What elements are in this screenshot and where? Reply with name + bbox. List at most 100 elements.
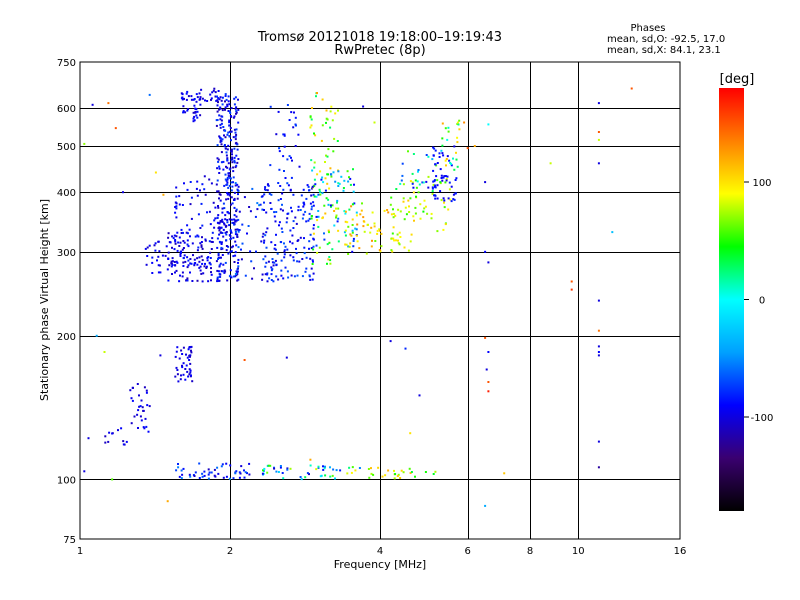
data-point (273, 215, 276, 218)
data-point (349, 177, 352, 180)
data-point (209, 251, 212, 254)
data-point (233, 191, 236, 194)
data-point (289, 254, 292, 257)
data-point (213, 87, 216, 90)
data-point (195, 100, 198, 103)
data-point (249, 250, 252, 253)
data-point (549, 162, 552, 165)
data-point (199, 96, 202, 99)
data-point (356, 240, 359, 243)
data-point (234, 184, 237, 187)
data-point (424, 205, 427, 208)
x-tick-label: 1 (77, 546, 83, 557)
data-point (312, 224, 315, 227)
data-point (244, 471, 247, 474)
data-point (597, 440, 600, 443)
data-point (175, 186, 178, 189)
data-point (334, 180, 337, 183)
data-point (455, 158, 458, 161)
data-point (264, 273, 267, 276)
data-point (324, 189, 327, 192)
data-point (271, 261, 274, 264)
data-point (171, 246, 173, 249)
data-point (137, 427, 139, 429)
data-point (273, 261, 276, 264)
data-point (237, 185, 240, 188)
data-point (348, 466, 351, 469)
data-point (265, 246, 268, 249)
data-point (148, 93, 151, 96)
data-point (200, 272, 203, 275)
data-point (288, 119, 291, 121)
y-tick-label: 75 (63, 535, 76, 546)
data-point (138, 405, 141, 408)
data-point (107, 102, 110, 105)
data-point (278, 221, 281, 224)
data-point (235, 208, 238, 211)
data-point (201, 280, 204, 283)
data-point (399, 210, 402, 213)
data-point (196, 279, 199, 282)
data-point (230, 181, 233, 184)
data-point (310, 217, 313, 220)
data-point (408, 467, 411, 470)
data-point (223, 207, 226, 210)
data-point (170, 260, 173, 263)
data-point (224, 129, 227, 132)
data-point (177, 463, 179, 465)
data-point (234, 107, 237, 110)
data-point (240, 258, 243, 261)
x-tick-label: 2 (227, 546, 233, 557)
data-point (286, 248, 289, 251)
data-point (223, 269, 226, 272)
data-point (171, 257, 174, 260)
data-point (432, 146, 435, 149)
data-point (210, 273, 213, 276)
data-point (423, 207, 426, 210)
data-point (487, 381, 490, 383)
data-point (190, 196, 193, 199)
data-point (122, 191, 124, 194)
data-point (216, 144, 219, 147)
data-point (347, 180, 350, 183)
data-point (597, 466, 600, 469)
data-point (198, 256, 201, 259)
data-point (186, 243, 189, 246)
data-point (224, 95, 227, 97)
data-point (261, 208, 264, 211)
data-point (484, 336, 487, 339)
data-point (222, 263, 225, 266)
data-point (233, 161, 236, 164)
data-point (344, 229, 347, 232)
data-point (435, 175, 438, 178)
data-point (262, 469, 264, 472)
data-point (425, 180, 428, 183)
data-point (174, 264, 177, 267)
data-point (226, 157, 229, 160)
data-point (336, 199, 339, 202)
data-point (313, 195, 316, 198)
data-point (484, 504, 487, 507)
data-point (378, 249, 381, 251)
data-point (228, 212, 231, 215)
data-point (226, 211, 229, 214)
data-point (217, 206, 220, 209)
data-point (570, 280, 573, 283)
data-point (310, 205, 313, 208)
data-point (390, 196, 393, 199)
data-point (305, 256, 308, 259)
data-point (419, 203, 422, 206)
data-point (358, 247, 361, 250)
data-point (136, 413, 139, 416)
data-point (234, 240, 237, 243)
data-point (367, 468, 370, 470)
data-point (196, 116, 199, 119)
data-point (597, 345, 600, 348)
data-point (313, 132, 315, 135)
data-point (227, 131, 230, 134)
data-point (436, 179, 439, 182)
data-point (335, 207, 337, 210)
data-point (174, 239, 177, 241)
data-point (219, 226, 222, 229)
